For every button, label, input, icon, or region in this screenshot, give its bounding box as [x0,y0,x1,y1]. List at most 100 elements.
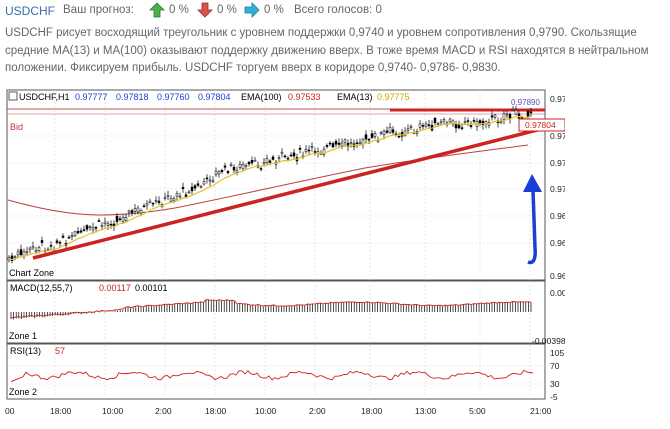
candle-body [304,149,308,152]
vote-up-button[interactable]: 0 % [149,1,189,19]
candle-body [208,179,212,182]
candle-body [289,154,293,157]
candle-body [529,111,533,114]
candle-body [451,120,455,125]
candle-body [28,247,32,250]
candle-body [187,191,191,194]
rsi-line [10,369,534,383]
candle-body [199,185,203,188]
candle-body [244,164,248,167]
candle-body [142,205,146,208]
candle-body [322,148,326,155]
candle-body [460,127,464,129]
candle-body [349,142,353,144]
candle-body [439,121,443,124]
candle-body [472,120,476,122]
total-votes: Всего голосов: 0 [294,4,382,16]
vote-flat-button[interactable]: 0 % [244,1,284,19]
candle-body [268,160,272,163]
chart-checkbox-icon[interactable] [8,91,18,101]
candle-body [229,164,233,166]
arrow-up-icon [149,2,165,18]
candle-body [265,158,269,163]
candle-body [283,155,287,158]
candle-body [106,223,110,226]
candle-body [211,180,215,183]
candle-body [172,198,176,202]
time-tick: 10:00 [255,406,277,416]
candle-body [370,133,374,138]
price-tick: 0.96198 [550,271,565,281]
candle-body [271,156,275,160]
candle-body [355,142,359,144]
candle-body [220,170,224,172]
candle-body [13,256,17,258]
time-tick: 2:00 [309,406,326,416]
candle-body [337,142,341,145]
ema100-line [7,144,529,216]
candle-body [148,200,152,203]
symbol-title: USDCHF [5,4,55,18]
candle-body [427,124,431,126]
candle-body [307,149,311,152]
macd-value-1: 0.00117 [99,283,131,293]
ema13-value: 0.97775 [377,92,410,102]
ema13-label: EMA(13) [337,92,373,102]
candle-body [217,171,221,175]
candle-body [277,157,281,159]
candle-body [103,221,107,225]
candle-body [250,159,254,164]
time-tick: 10:00 [102,406,124,416]
vote-down-button[interactable]: 0 % [197,1,237,19]
macd-signal-line [10,299,532,319]
candle-body [169,198,173,202]
candle-body [10,255,14,261]
forecast-label: Ваш прогноз: [63,4,134,16]
time-tick: 5:00 [469,406,486,416]
price-tick: 0.96540 [550,238,565,248]
candle-body [55,240,59,243]
current-price: 0.97804 [525,120,556,130]
candle-body [97,220,101,222]
candle-body [448,118,452,123]
candle-body [331,143,335,148]
candle-body [424,123,428,127]
candle-body [409,126,413,128]
macd-label: MACD(12,55,7) [10,283,73,293]
candle-body [367,138,371,141]
candle-body [190,186,194,192]
rsi-tick: -5 [550,392,558,402]
candle-body [58,242,62,244]
price-top-label: 0.97890 [511,98,540,107]
candle-body [526,111,530,118]
candle-body [454,123,458,129]
candle-body [232,166,236,171]
candle-body [466,120,470,122]
vote-down-percent: 0 % [217,4,237,16]
candle-body [334,141,338,145]
price-tick: 0.97365 [550,158,565,168]
arrow-right-icon [244,2,260,18]
candle-body [382,130,386,135]
candle-body [133,208,137,212]
candle-body [100,225,104,227]
close-price: 0.97804 [198,92,231,102]
candle-body [493,114,497,118]
macd-tick: -0.00398 [532,336,565,346]
candle-body [463,121,467,123]
candlestick-series [7,105,533,264]
time-tick: 18:00 [361,406,383,416]
candle-body [502,113,506,120]
rsi-tick: 105 [550,348,564,358]
candle-body [16,251,20,256]
candle-body [151,202,155,205]
ema100-label: EMA(100) [241,92,282,102]
time-tick: 18:00 [50,406,72,416]
candle-body [94,227,98,229]
candle-body [109,223,113,226]
rsi-panel [6,343,546,400]
bid-label: Bid [10,122,23,132]
candle-body [247,161,251,165]
candle-body [310,146,314,148]
candle-body [286,157,290,160]
